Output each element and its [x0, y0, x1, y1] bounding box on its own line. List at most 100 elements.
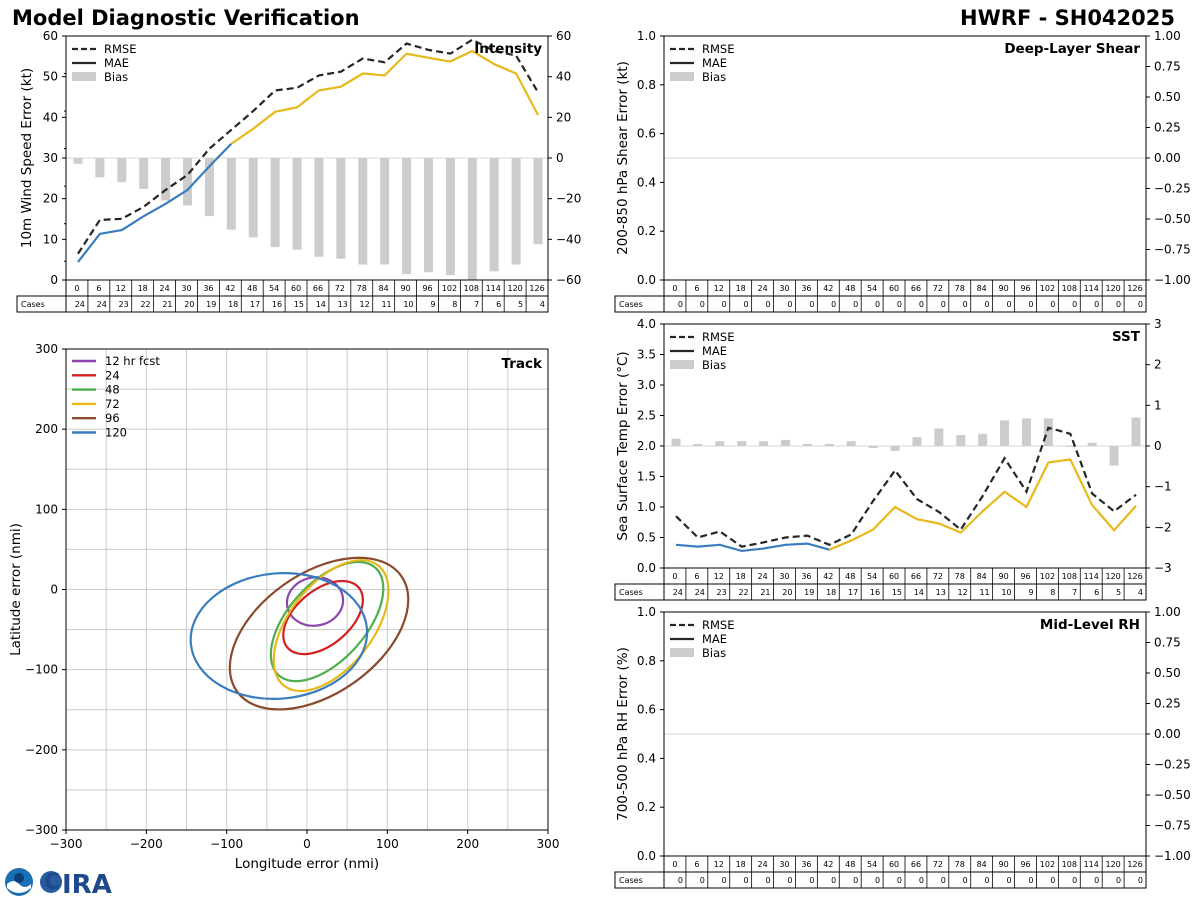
hour-cell: 96 [422, 284, 432, 293]
hour-cell: 12 [116, 284, 126, 293]
case-cell: 0 [853, 300, 858, 309]
case-cell: 17 [848, 588, 858, 597]
shear-y2tick-label: 1.00 [1154, 29, 1181, 43]
intensity-bias-bar [402, 158, 412, 275]
shear-y2tick-label: −0.25 [1154, 182, 1191, 196]
rh-panel: 0.0 0.2 0.4 0.6 0.8 1.0 −1.00 −0.75 −0.50 −0.25 0.… [614, 605, 1191, 889]
case-cell: 0 [1094, 876, 1099, 885]
sst-bias-bar [1065, 446, 1075, 447]
case-cell: 24 [97, 300, 107, 309]
sst-ytick-label: 1.5 [637, 470, 656, 484]
hour-cell: 18 [736, 284, 746, 293]
sst-ytick-label: 3.5 [637, 348, 656, 362]
intensity-mae-line-early [77, 142, 233, 263]
hour-cell: 66 [313, 284, 323, 293]
intensity-mae-line-late [230, 49, 539, 145]
track-xtick-label: 100 [376, 837, 399, 851]
sst-y2tick-label: 2 [1154, 358, 1162, 372]
track-xtick-label: 200 [456, 837, 479, 851]
track-xtick-label: −100 [210, 837, 243, 851]
shear-ylabel: 200-850 hPa Shear Error (kt) [615, 61, 631, 255]
rh-ytick-label: 0.6 [637, 703, 656, 717]
case-cell: 12 [958, 588, 968, 597]
track-ylabel: Latitude error (nmi) [8, 523, 24, 656]
case-cell: 19 [804, 588, 814, 597]
track-ellipse-24 [282, 579, 364, 656]
case-cell: 13 [936, 588, 946, 597]
case-cell: 14 [316, 300, 326, 309]
hour-cell: 42 [823, 284, 833, 293]
case-cell: 14 [914, 588, 924, 597]
case-cell: 0 [897, 876, 902, 885]
hour-cell: 60 [291, 284, 301, 293]
case-cell: 20 [782, 588, 792, 597]
rh-ytick-label: 1.0 [637, 605, 656, 619]
intensity-bias-bar [204, 158, 214, 217]
track-ytick-label: −100 [25, 663, 58, 677]
sst-bias-bar [1131, 417, 1141, 446]
case-cell: 0 [787, 876, 792, 885]
legend-bias-label: Bias [104, 70, 128, 84]
legend-rmse-label: RMSE [702, 42, 734, 56]
track-xtick-label: 300 [537, 837, 560, 851]
case-cell: 0 [722, 876, 727, 885]
intensity-bias-bar [314, 158, 324, 257]
sst-bias-bar [956, 435, 966, 446]
cases-row [614, 583, 1147, 601]
case-cell: 6 [1094, 588, 1099, 597]
hour-cell: 36 [801, 284, 811, 293]
sst-y2tick-label: −2 [1154, 520, 1172, 534]
case-cell: 10 [1001, 588, 1011, 597]
track-ytick-label: −200 [25, 743, 58, 757]
rh-y2tick-label: 0.00 [1154, 727, 1181, 741]
shear-y2tick-label: 0.00 [1154, 151, 1181, 165]
rh-y2tick-label: 0.25 [1154, 697, 1181, 711]
case-cell: 0 [700, 300, 705, 309]
intensity-ytick-label: 30 [43, 151, 58, 165]
sst-ylabel: Sea Surface Temp Error (°C) [615, 351, 631, 540]
sst-y2tick-label: 3 [1154, 317, 1162, 331]
hour-cell: 24 [757, 284, 767, 293]
hour-cell: 48 [247, 284, 257, 293]
rh-ylabel: 700-500 hPa RH Error (%) [615, 647, 631, 821]
hour-cell: 36 [801, 860, 811, 869]
hour-cell: 120 [507, 284, 522, 293]
case-cell: 0 [831, 300, 836, 309]
track-ytick-label: 300 [35, 342, 58, 356]
sst-panel: 0.00.51.01.52.02.53.03.54.0−3−2−10123Sea… [614, 317, 1172, 601]
hour-cell: 42 [823, 572, 833, 581]
hour-cell: 66 [911, 284, 921, 293]
intensity-bias-bar [95, 158, 105, 178]
shear-ytick-label: 0.8 [637, 78, 656, 92]
sst-bias-bar [890, 446, 900, 451]
track-ellipse-96 [228, 556, 410, 711]
case-cell: 0 [809, 876, 814, 885]
case-cell: 0 [700, 876, 705, 885]
hour-cell: 66 [911, 572, 921, 581]
sst-bias-bar [1043, 418, 1053, 446]
hour-cell: 24 [757, 572, 767, 581]
case-cell: 11 [381, 300, 391, 309]
hour-cell: 0 [672, 572, 677, 581]
shear-y2tick-label: −0.75 [1154, 243, 1191, 257]
rh-y2tick-label: 1.00 [1154, 605, 1181, 619]
hour-cell: 114 [1084, 572, 1099, 581]
sst-bias-bar [759, 441, 769, 446]
hour-cell: 72 [933, 572, 943, 581]
case-cell: 0 [744, 300, 749, 309]
sst-bias-bar [1021, 418, 1031, 446]
case-cell: 0 [875, 300, 880, 309]
intensity-ytick-label: 10 [43, 232, 58, 246]
case-cell: 0 [1050, 876, 1055, 885]
hour-cell: 102 [1040, 572, 1055, 581]
track-legend-label: 48 [105, 383, 120, 397]
hour-cell: 96 [1020, 284, 1030, 293]
sst-mae-line-late [828, 458, 1137, 551]
hour-cell: 24 [757, 860, 767, 869]
hour-cell: 84 [977, 860, 987, 869]
case-cell: 0 [744, 876, 749, 885]
intensity-bias-bar [489, 158, 499, 272]
cases-row [614, 295, 1147, 313]
legend-rmse-label: RMSE [702, 330, 734, 344]
